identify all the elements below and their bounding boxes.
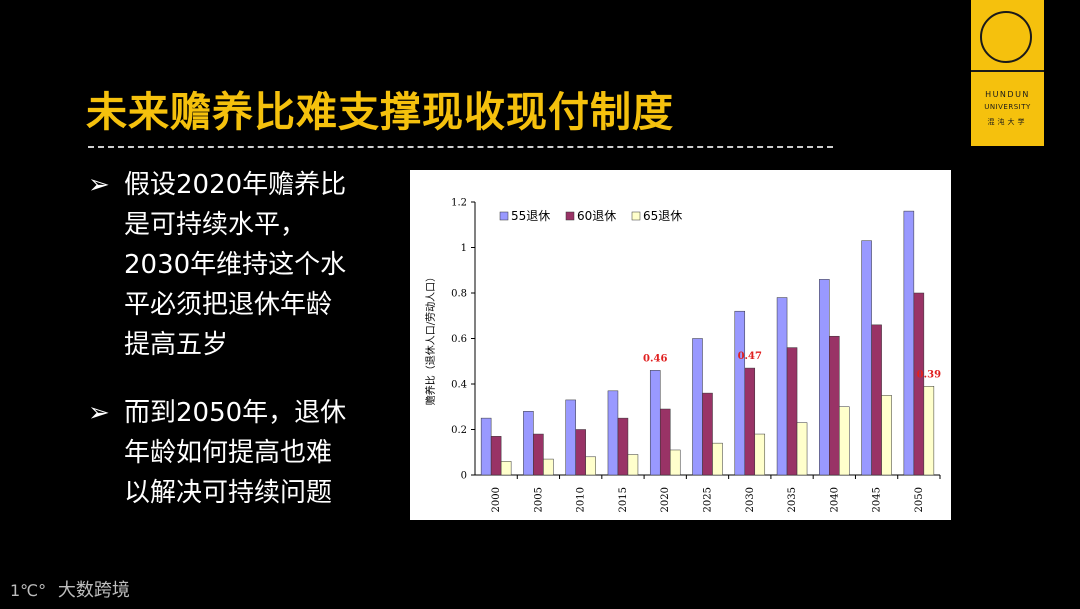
x-tick-label: 2015 [618, 487, 629, 512]
y-tick-label: 0.8 [451, 289, 467, 300]
bar-55退休-2035 [776, 297, 788, 476]
bar-60退休-2025 [702, 392, 713, 476]
bar-65退休-2035 [796, 422, 808, 476]
x-tick-label: 2045 [872, 487, 883, 512]
bullet-point-2: ➢ 而到2050年，退休 年龄如何提高也难 以解决可持续问题 [88, 393, 346, 513]
legend-label-55退休: 55退休 [511, 209, 550, 223]
hundun-university-logo: HUNDUN UNIVERSITY 混沌大学 [971, 0, 1044, 146]
bullet-1-line-3: 2030年维持这个水 [124, 250, 347, 280]
bar-60退休-2035 [786, 347, 798, 476]
bar-65退休-2045 [881, 395, 892, 476]
watermark: 1℃° 大数跨境 [10, 576, 130, 602]
bullet-1-line-1: 假设2020年赡养比 [124, 170, 347, 200]
bullet-1-line-2: 是可持续水平， [124, 210, 307, 240]
x-tick-label: 2030 [745, 487, 756, 512]
bar-60退休-2015 [617, 417, 629, 476]
bar-60退休-2030 [744, 367, 756, 476]
y-tick-label: 0.2 [451, 425, 467, 436]
data-label-2030: 0.47 [738, 351, 762, 362]
bar-55退休-2050 [903, 210, 915, 476]
y-tick-label: 0 [461, 471, 467, 482]
x-tick-label: 2025 [703, 487, 714, 512]
slide-title: 未来赡养比难支撑现收现付制度 [86, 88, 674, 136]
bar-55退休-2025 [692, 338, 703, 476]
bullet-1-line-4: 平必须把退休年龄 [124, 290, 333, 320]
bar-55退休-2000 [480, 417, 492, 476]
bar-55退休-2045 [861, 240, 872, 476]
bar-55退休-2030 [734, 310, 746, 476]
y-axis-title: 赡养比（退休人口/劳动人口） [424, 272, 437, 405]
x-tick-label: 2020 [660, 487, 671, 512]
bar-65退休-2030 [754, 433, 766, 476]
logo-text-line3: 混沌大学 [987, 118, 1028, 126]
y-tick-label: 1.2 [451, 198, 467, 209]
arrow-bullet-icon: ➢ [88, 170, 110, 200]
dependency-ratio-chart: 0 0.2 0.4 0.6 0.8 1 1.2 赡养比（退休人口/劳动人口） 2000 2005 2… [410, 170, 951, 520]
data-label-2050: 0.39 [917, 369, 941, 380]
y-tick-label: 0.4 [451, 380, 467, 391]
title-divider [88, 146, 833, 148]
bar-60退休-2000 [490, 436, 502, 476]
bar-65退休-2005 [543, 458, 554, 476]
bar-60退休-2045 [871, 324, 882, 476]
bar-60退休-2020 [659, 408, 671, 476]
bullet-1-line-5: 提高五岁 [124, 330, 229, 360]
legend-swatch-65退休 [631, 211, 641, 221]
bar-60退休-2040 [829, 335, 840, 476]
y-tick-label: 0.6 [451, 334, 467, 345]
bar-60退休-2005 [533, 433, 544, 476]
legend-swatch-60退休 [565, 211, 575, 221]
bar-55退休-2020 [649, 370, 661, 476]
bullet-2-line-2: 年龄如何提高也难 [124, 438, 333, 468]
logo-text-line2: UNIVERSITY [984, 103, 1031, 111]
x-tick-label: 2040 [829, 487, 840, 512]
y-tick-label: 1 [461, 243, 467, 254]
x-tick-label: 2035 [787, 487, 798, 512]
x-tick-label: 2000 [491, 487, 502, 512]
bar-65退休-2040 [839, 406, 850, 476]
bar-55退休-2040 [819, 279, 830, 476]
bullet-2-line-1: 而到2050年，退休 [124, 398, 347, 428]
x-tick-label: 2010 [576, 487, 587, 512]
bar-65退休-2050 [923, 386, 935, 476]
bar-65退休-2020 [669, 449, 681, 476]
chart-svg: 0 0.2 0.4 0.6 0.8 1 1.2 赡养比（退休人口/劳动人口） 2000 2005 2… [424, 198, 941, 513]
arrow-bullet-icon: ➢ [88, 398, 110, 428]
bar-65退休-2000 [500, 461, 512, 476]
bar-60退休-2010 [575, 429, 586, 476]
bar-65退休-2015 [627, 454, 639, 476]
x-tick-label: 2005 [533, 487, 544, 512]
bullet-2-line-3: 以解决可持续问题 [124, 478, 333, 508]
bullet-point-1: ➢ 假设2020年赡养比 是可持续水平， 2030年维持这个水 平必须把退休年龄… [88, 165, 346, 365]
logo-circle-icon [980, 11, 1032, 63]
logo-divider [971, 70, 1044, 72]
bar-65退休-2010 [585, 456, 596, 476]
data-label-2020: 0.46 [643, 353, 667, 364]
x-tick-label: 2050 [914, 487, 925, 512]
watermark-logo-icon: 1℃° [10, 581, 47, 600]
bar-55退休-2005 [523, 411, 534, 476]
watermark-text: 大数跨境 [57, 580, 130, 601]
bar-60退休-2050 [913, 292, 925, 476]
logo-text-line1: HUNDUN [985, 90, 1030, 99]
legend-label-65退休: 65退休 [643, 209, 682, 223]
bar-55退休-2015 [607, 390, 619, 476]
legend-swatch-55退休 [499, 211, 509, 221]
legend-label-60退休: 60退休 [577, 209, 616, 223]
bar-65退休-2025 [712, 442, 723, 476]
bar-55退休-2010 [565, 399, 576, 476]
